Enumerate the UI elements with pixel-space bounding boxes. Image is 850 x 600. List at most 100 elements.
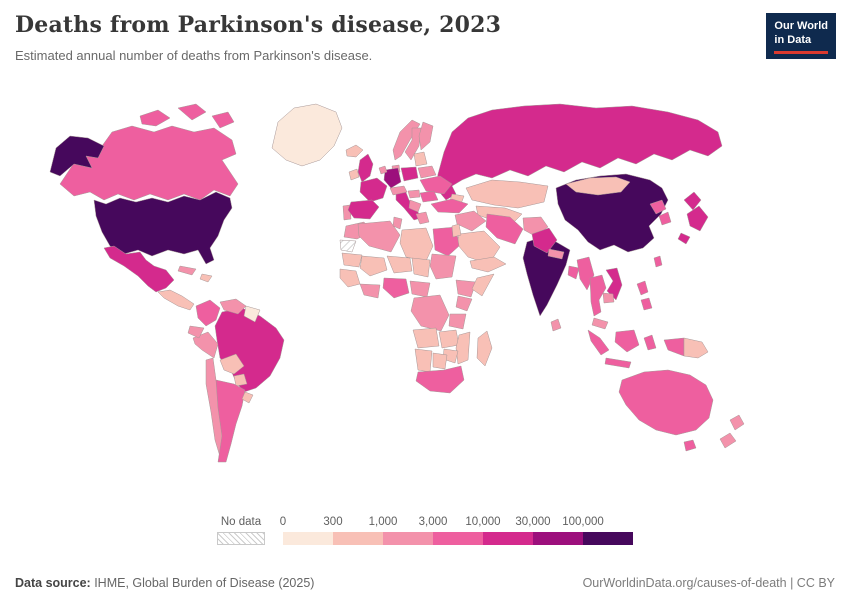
country-usa[interactable] [93,191,233,265]
legend-segment[interactable] [433,532,483,545]
country-peru[interactable] [192,331,219,359]
legend-segment[interactable] [483,532,533,545]
country-cameroon[interactable] [409,280,431,298]
country-chad[interactable] [411,257,431,278]
country-mozambique[interactable] [455,331,471,365]
country-guyanas[interactable] [243,305,261,323]
legend-segment[interactable] [383,532,433,545]
country-papua-indonesia[interactable] [663,337,685,357]
country-thailand[interactable] [589,274,607,317]
country-algeria[interactable] [357,220,401,253]
country-cambodia[interactable] [602,292,615,304]
country-namibia[interactable] [414,348,433,373]
country-tunisia[interactable] [392,216,403,230]
country-syria-iraq[interactable] [454,210,487,232]
owid-logo[interactable]: Our World in Data [766,13,836,59]
country-new-zealand[interactable] [719,414,745,449]
country-iceland[interactable] [345,144,364,158]
country-mexico[interactable] [103,245,175,293]
country-venezuela[interactable] [219,298,247,315]
country-zambia[interactable] [438,329,460,349]
country-philippines[interactable] [636,280,653,311]
country-romania[interactable] [419,190,439,203]
country-greenland[interactable] [271,103,343,167]
country-spain[interactable] [347,199,380,220]
country-western-sahara[interactable] [339,239,357,253]
country-nepal[interactable] [547,248,565,260]
country-greece[interactable] [415,211,430,225]
country-mongolia[interactable] [565,176,631,196]
country-cuba[interactable] [177,265,197,276]
country-ukraine[interactable] [419,175,453,195]
country-drc[interactable] [410,294,450,332]
country-south-africa[interactable] [415,365,465,394]
country-france[interactable] [359,177,388,203]
country-north-korea[interactable] [649,199,667,215]
country-libya[interactable] [399,227,434,262]
country-central-america[interactable] [157,289,195,311]
country-japan[interactable] [677,191,709,245]
country-tanzania[interactable] [448,313,467,330]
country-canada-arctic-islands[interactable] [139,103,235,129]
country-senegal-guinea[interactable] [339,268,361,288]
country-brazil[interactable] [214,307,285,393]
country-ecuador[interactable] [187,325,205,339]
legend-segment[interactable] [583,532,633,545]
country-mauritania[interactable] [341,252,363,268]
country-ethiopia[interactable] [455,279,477,298]
country-malaysia[interactable] [591,317,609,330]
footer-credit-link[interactable]: OurWorldinData.org/causes-of-death | CC … [582,576,835,590]
country-belarus[interactable] [417,165,437,179]
country-niger[interactable] [386,255,413,274]
country-nigeria[interactable] [382,277,410,299]
country-south-korea[interactable] [658,211,672,226]
country-hungary[interactable] [407,189,421,199]
country-poland[interactable] [400,166,419,182]
country-colombia[interactable] [195,299,221,327]
country-usa-alaska[interactable] [49,135,105,177]
country-madagascar[interactable] [476,330,493,367]
country-hispaniola[interactable] [199,273,213,283]
country-kazakhstan[interactable] [465,179,549,209]
country-pakistan[interactable] [531,227,558,254]
country-botswana[interactable] [432,352,448,370]
country-levant[interactable] [451,223,462,238]
country-canada[interactable] [59,125,239,201]
country-angola[interactable] [412,327,440,349]
country-china[interactable] [555,173,669,253]
country-mali[interactable] [359,255,388,277]
country-uruguay[interactable] [241,391,254,404]
country-yemen-oman[interactable] [469,256,507,273]
country-sudan[interactable] [429,253,457,280]
legend-segment[interactable] [283,532,333,545]
country-png[interactable] [683,337,709,359]
country-argentina[interactable] [215,379,246,463]
country-germany[interactable] [383,167,402,189]
country-vietnam[interactable] [605,267,623,301]
country-australia[interactable] [618,369,714,436]
legend-no-data-swatch[interactable] [217,532,265,545]
country-balkans[interactable] [408,199,422,213]
country-kenya[interactable] [455,295,473,312]
country-uk[interactable] [357,153,374,183]
country-sri-lanka[interactable] [550,318,562,332]
country-alpine[interactable] [389,185,408,196]
country-bangladesh[interactable] [567,265,580,280]
country-baltics[interactable] [413,151,428,167]
country-netherlands[interactable] [378,165,388,175]
legend-segment[interactable] [533,532,583,545]
country-turkey[interactable] [430,198,469,214]
country-taiwan[interactable] [653,255,663,268]
country-ghana[interactable] [359,283,381,299]
country-paraguay[interactable] [233,373,248,387]
country-indonesia[interactable] [587,329,657,369]
country-iran[interactable] [485,213,524,245]
legend-segment[interactable] [333,532,383,545]
country-australia-tasmania[interactable] [683,439,697,452]
country-sweden[interactable] [404,127,422,161]
country-russia[interactable] [435,103,723,201]
country-bolivia[interactable] [219,353,245,375]
country-finland[interactable] [418,121,434,151]
country-somalia[interactable] [471,273,495,297]
country-ireland[interactable] [348,168,360,181]
